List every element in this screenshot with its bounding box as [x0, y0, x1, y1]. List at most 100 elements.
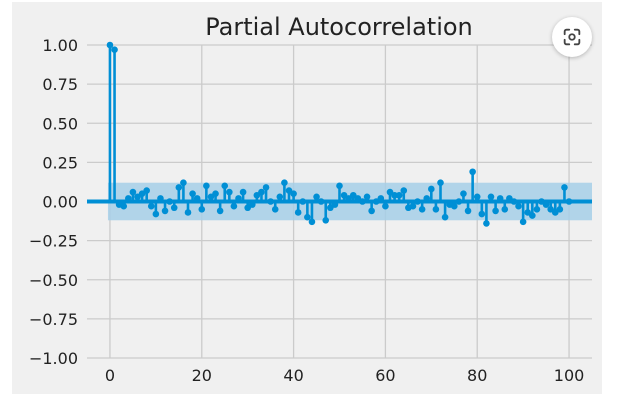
stem-marker — [313, 193, 320, 201]
y-tick-label: −0.75 — [29, 310, 78, 329]
stem-marker — [317, 198, 325, 205]
stem-marker — [487, 193, 495, 201]
google-lens-button[interactable] — [552, 17, 592, 57]
stem-marker — [216, 207, 224, 215]
stem-marker — [221, 182, 229, 190]
stem-marker — [276, 193, 284, 201]
stem-marker — [308, 218, 316, 226]
stem-marker — [437, 179, 444, 187]
stem-marker — [455, 198, 463, 205]
stem-marker — [464, 207, 472, 215]
y-tick-label: 0.00 — [42, 193, 78, 212]
stem-marker — [198, 206, 206, 213]
y-tick-label: −0.25 — [29, 232, 78, 251]
stem-marker — [294, 209, 302, 216]
stem-marker — [515, 202, 522, 210]
stem-marker — [423, 195, 431, 202]
y-tick-label: 0.75 — [42, 75, 78, 94]
stem-marker — [147, 202, 155, 210]
stem-marker — [189, 190, 196, 197]
x-tick-label: 40 — [283, 366, 303, 385]
stem-marker — [226, 188, 233, 196]
stem-marker — [299, 198, 307, 205]
stem-marker — [331, 201, 339, 208]
stem-marker — [460, 190, 467, 197]
stem-marker — [203, 182, 210, 190]
google-lens-icon — [563, 28, 581, 46]
stem-marker — [561, 184, 568, 191]
stem-marker — [175, 184, 183, 191]
stem-marker — [496, 195, 504, 202]
stem-marker — [152, 210, 160, 218]
chart-title: Partial Autocorrelation — [205, 13, 473, 41]
stem-marker — [180, 179, 187, 187]
stem-marker — [368, 207, 375, 215]
stem-marker — [556, 206, 564, 213]
stem-marker — [382, 202, 389, 210]
stem-marker — [193, 195, 201, 202]
stem-marker — [170, 204, 178, 212]
stem-marker — [322, 216, 330, 224]
stem-marker — [248, 201, 256, 208]
stem-marker — [143, 187, 150, 194]
stem-marker — [542, 201, 550, 208]
stem-series — [87, 41, 592, 227]
x-tick-label: 20 — [192, 366, 212, 385]
stem-marker — [106, 41, 114, 49]
stem-marker — [478, 210, 486, 218]
y-tick-label: 0.50 — [42, 114, 78, 133]
stem-marker — [235, 195, 242, 202]
stem-marker — [271, 206, 279, 213]
stem-marker — [483, 220, 490, 227]
x-tick-label: 100 — [554, 366, 585, 385]
stem-marker — [469, 168, 476, 176]
stem-marker — [258, 188, 265, 196]
stem-marker — [267, 198, 274, 205]
stem-marker — [519, 218, 527, 226]
stem-marker — [400, 187, 408, 194]
stem-marker — [533, 206, 541, 213]
y-tick-label: −0.50 — [29, 271, 78, 290]
stem-marker — [120, 202, 128, 210]
stem-marker — [492, 207, 499, 215]
stem-marker — [409, 202, 417, 210]
x-tick-label: 80 — [467, 366, 487, 385]
stem-marker — [184, 209, 192, 216]
stem-marker — [432, 206, 440, 213]
stem-marker — [304, 213, 311, 221]
stem-marker — [414, 198, 421, 205]
stem-marker — [418, 206, 426, 213]
stem-marker — [395, 191, 403, 199]
stem-marker — [129, 188, 137, 196]
y-tick-label: −1.00 — [29, 349, 78, 368]
stem-marker — [441, 213, 449, 221]
stem-marker — [262, 184, 270, 191]
stem-marker — [290, 190, 297, 197]
stem-marker — [161, 207, 169, 215]
stem-marker — [111, 46, 118, 53]
stem-marker — [473, 193, 481, 201]
x-tick-label: 0 — [105, 366, 115, 385]
stem-marker — [281, 179, 288, 187]
y-tick-label: 0.25 — [42, 153, 78, 172]
stem-marker — [125, 195, 132, 202]
stem-marker — [391, 191, 398, 199]
stem-marker — [450, 202, 458, 210]
stem-marker — [529, 212, 536, 219]
stem-marker — [230, 202, 238, 210]
stem-marker — [363, 193, 371, 201]
stem-marker — [501, 206, 509, 213]
stem-marker — [212, 190, 219, 197]
x-tick-label: 60 — [375, 366, 395, 385]
stem-marker — [359, 198, 366, 205]
stem-marker — [239, 188, 247, 196]
stem-marker — [166, 198, 173, 205]
y-tick-label: 1.00 — [42, 36, 78, 55]
y-axis-tick-labels: 1.00 0.75 0.50 0.25 0.00 −0.25 −0.50 −0.75 −1.00 — [29, 36, 78, 368]
stem-marker — [336, 182, 343, 190]
stem-marker — [428, 185, 435, 193]
x-axis-tick-labels: 0 20 40 60 80 100 — [105, 366, 584, 385]
stem-marker — [510, 198, 518, 205]
stem-marker — [157, 195, 164, 202]
